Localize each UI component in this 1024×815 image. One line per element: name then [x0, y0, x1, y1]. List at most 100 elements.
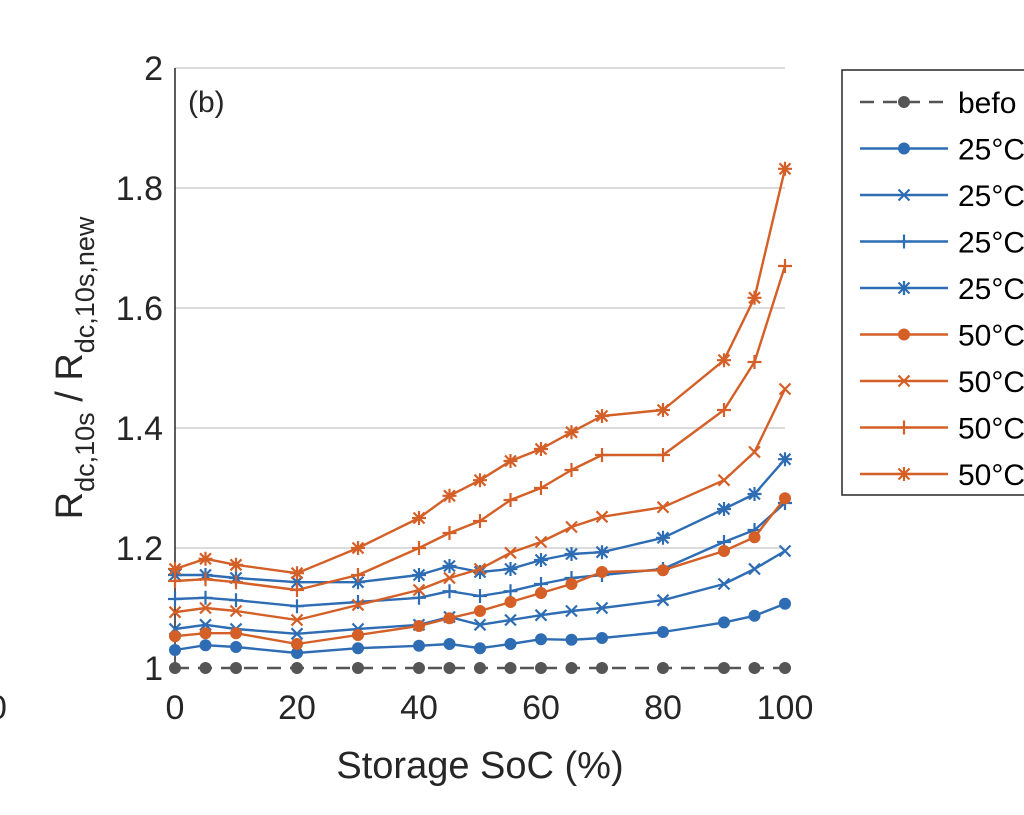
- series-3: [168, 496, 792, 614]
- data-point: [473, 562, 487, 576]
- panel-label: (b): [188, 86, 225, 119]
- data-point: [352, 662, 364, 674]
- data-point: [199, 662, 212, 674]
- data-point: [503, 454, 518, 468]
- data-point: [291, 638, 303, 650]
- legend-entry: befo: [860, 87, 1016, 120]
- y-label-sub-1: dc,10s: [70, 412, 100, 492]
- data-point: [656, 403, 670, 417]
- gridlines: [175, 67, 785, 549]
- data-point: [717, 577, 731, 591]
- legend-label: 25°C: [958, 227, 1024, 260]
- data-point: [168, 562, 182, 576]
- data-point: [352, 629, 364, 641]
- series-line: [174, 388, 787, 622]
- series-1: [169, 597, 791, 659]
- data-point: [199, 627, 212, 640]
- data-point: [442, 526, 457, 540]
- data-point: [442, 584, 457, 599]
- data-point: [504, 546, 517, 560]
- series-line: [174, 602, 786, 655]
- data-point: [504, 613, 517, 627]
- data-point: [778, 544, 792, 558]
- data-point: [779, 597, 791, 610]
- data-point: [717, 403, 731, 417]
- data-point: [718, 662, 730, 674]
- data-point: [897, 234, 911, 249]
- data-point: [564, 425, 579, 440]
- data-point: [595, 448, 609, 462]
- series-7: [168, 259, 792, 597]
- data-point: [748, 662, 761, 674]
- x-tick-label: 80: [644, 689, 682, 727]
- data-point: [443, 662, 456, 674]
- data-point: [474, 642, 486, 655]
- y-tick-label: 2: [144, 50, 163, 88]
- data-point: [534, 535, 548, 549]
- series-4: [168, 452, 792, 590]
- series-line: [175, 458, 786, 584]
- y-tick-label: 1: [144, 650, 163, 688]
- data-point: [717, 473, 731, 487]
- data-point: [442, 559, 457, 573]
- data-point: [473, 565, 487, 579]
- data-point: [412, 590, 426, 605]
- legend-entry: 50°C: [860, 413, 1024, 446]
- data-point: [778, 259, 792, 273]
- series-line: [174, 549, 786, 635]
- data-point: [229, 593, 243, 608]
- data-point: [564, 547, 579, 561]
- legend-label: 25°C: [958, 134, 1024, 167]
- x-tick-label: 0: [166, 689, 185, 727]
- data-point: [198, 590, 213, 605]
- data-point: [778, 161, 792, 176]
- data-point: [535, 662, 547, 674]
- data-point: [748, 531, 761, 544]
- legend-entry: 25°C: [860, 180, 1024, 213]
- data-point: [351, 595, 365, 609]
- data-point: [199, 639, 212, 652]
- data-point: [503, 493, 518, 507]
- data-point: [898, 142, 910, 155]
- data-point: [473, 473, 487, 488]
- data-point: [718, 616, 730, 629]
- legend-label: 50°C: [958, 366, 1024, 399]
- x-tick-label: 20: [278, 689, 316, 727]
- legend-entry: 50°C: [860, 366, 1024, 399]
- data-point: [413, 620, 425, 632]
- y-label-sub-2: dc,10s,new: [70, 216, 100, 353]
- data-point: [168, 574, 182, 588]
- data-point: [230, 641, 242, 653]
- data-point: [290, 566, 304, 581]
- tick-labels: 11.21.41.61.820 20 40 60 80 100: [116, 50, 814, 727]
- series-line: [174, 497, 786, 646]
- y-label-separator: /: [49, 381, 91, 413]
- x-tick-label: 40: [400, 689, 438, 727]
- series-6: [168, 382, 792, 627]
- series-line: [174, 502, 786, 608]
- data-point: [897, 188, 911, 202]
- data-point: [747, 290, 762, 305]
- data-point: [657, 662, 669, 674]
- data-point: [657, 626, 669, 638]
- y-tick-label: 1.2: [116, 530, 163, 568]
- legend-box: [841, 69, 1024, 496]
- data-point: [656, 593, 670, 607]
- data-point: [747, 487, 762, 501]
- series-line: [174, 265, 787, 592]
- data-point: [291, 662, 303, 674]
- data-point: [656, 500, 670, 514]
- series-2: [168, 544, 792, 641]
- data-point: [230, 662, 242, 674]
- data-point: [897, 281, 911, 295]
- y-tick-label: 1.4: [116, 410, 163, 448]
- data-point: [168, 605, 182, 619]
- legend-entry: 25°C: [860, 134, 1024, 167]
- data-point: [412, 541, 426, 555]
- data-point: [748, 445, 761, 459]
- data-point: [898, 328, 910, 341]
- legend-label: 50°C: [958, 459, 1024, 492]
- data-point: [351, 568, 365, 582]
- data-point: [198, 572, 213, 587]
- data-point: [351, 598, 365, 612]
